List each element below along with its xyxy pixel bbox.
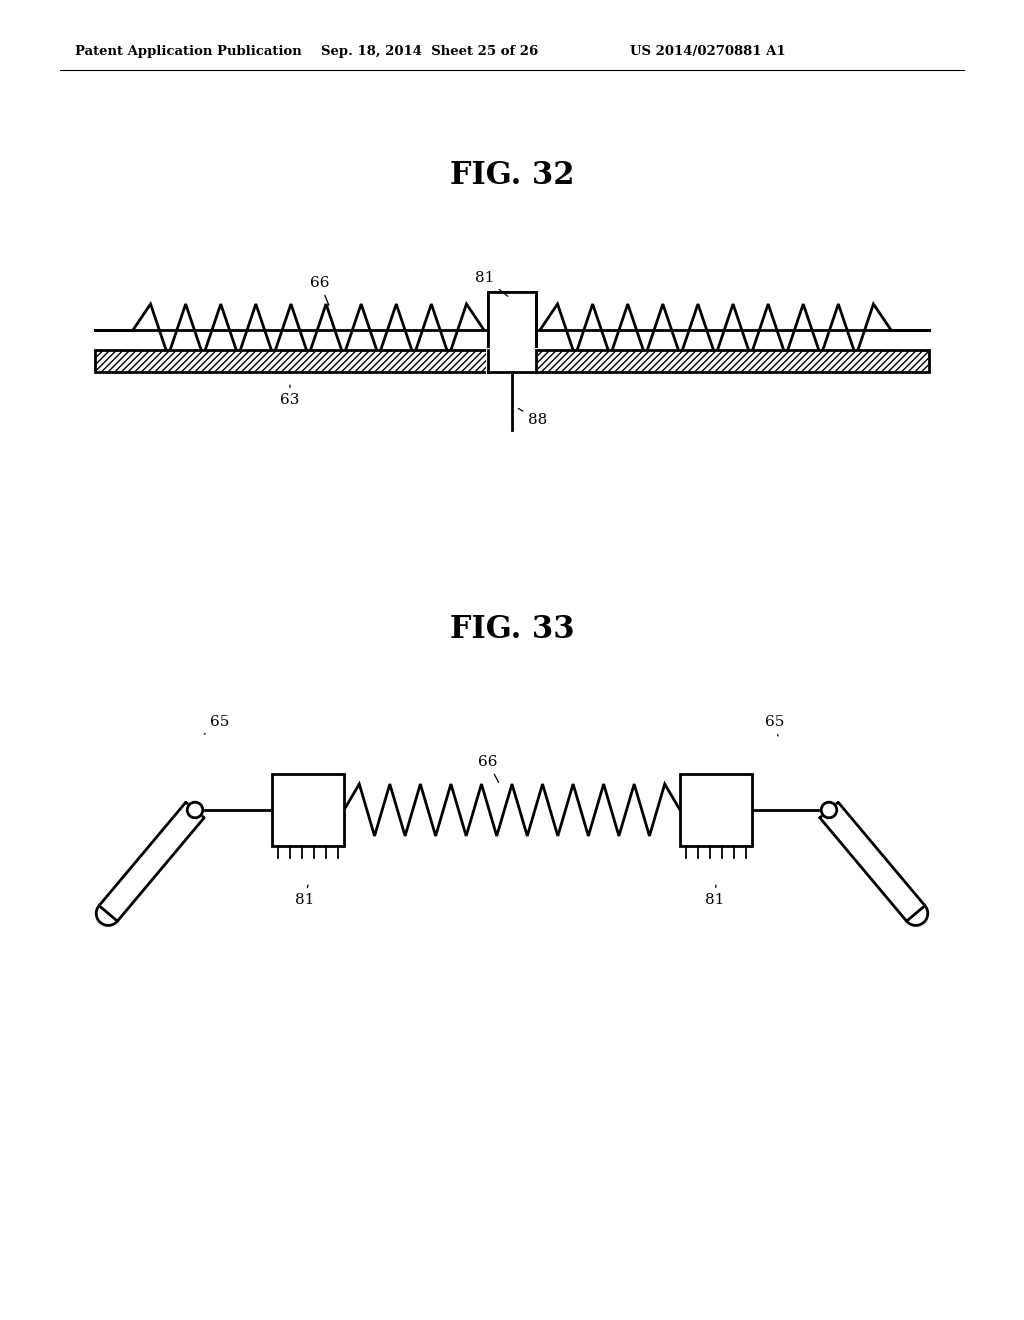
Bar (489, 293, 535, 356)
Text: 63: 63 (280, 385, 299, 407)
Text: Sep. 18, 2014  Sheet 25 of 26: Sep. 18, 2014 Sheet 25 of 26 (322, 45, 539, 58)
Text: FIG. 33: FIG. 33 (450, 615, 574, 645)
Polygon shape (820, 803, 925, 921)
Text: 66: 66 (478, 755, 499, 783)
Text: Patent Application Publication: Patent Application Publication (75, 45, 302, 58)
Circle shape (821, 803, 837, 818)
Circle shape (187, 803, 203, 818)
Text: 81: 81 (705, 884, 724, 907)
Bar (95, 350, 929, 372)
Bar (486, 348, 538, 374)
Text: 81: 81 (295, 884, 314, 907)
Text: 65: 65 (204, 715, 229, 734)
Bar (680, 774, 752, 846)
Bar (272, 774, 344, 846)
Polygon shape (906, 906, 928, 925)
Polygon shape (96, 906, 118, 925)
Text: 81: 81 (475, 271, 508, 296)
Text: US 2014/0270881 A1: US 2014/0270881 A1 (630, 45, 785, 58)
Text: 65: 65 (765, 715, 784, 737)
Bar (95, 350, 929, 372)
Text: 88: 88 (518, 408, 547, 426)
Text: 66: 66 (310, 276, 330, 305)
Polygon shape (99, 803, 204, 921)
Text: FIG. 32: FIG. 32 (450, 160, 574, 190)
